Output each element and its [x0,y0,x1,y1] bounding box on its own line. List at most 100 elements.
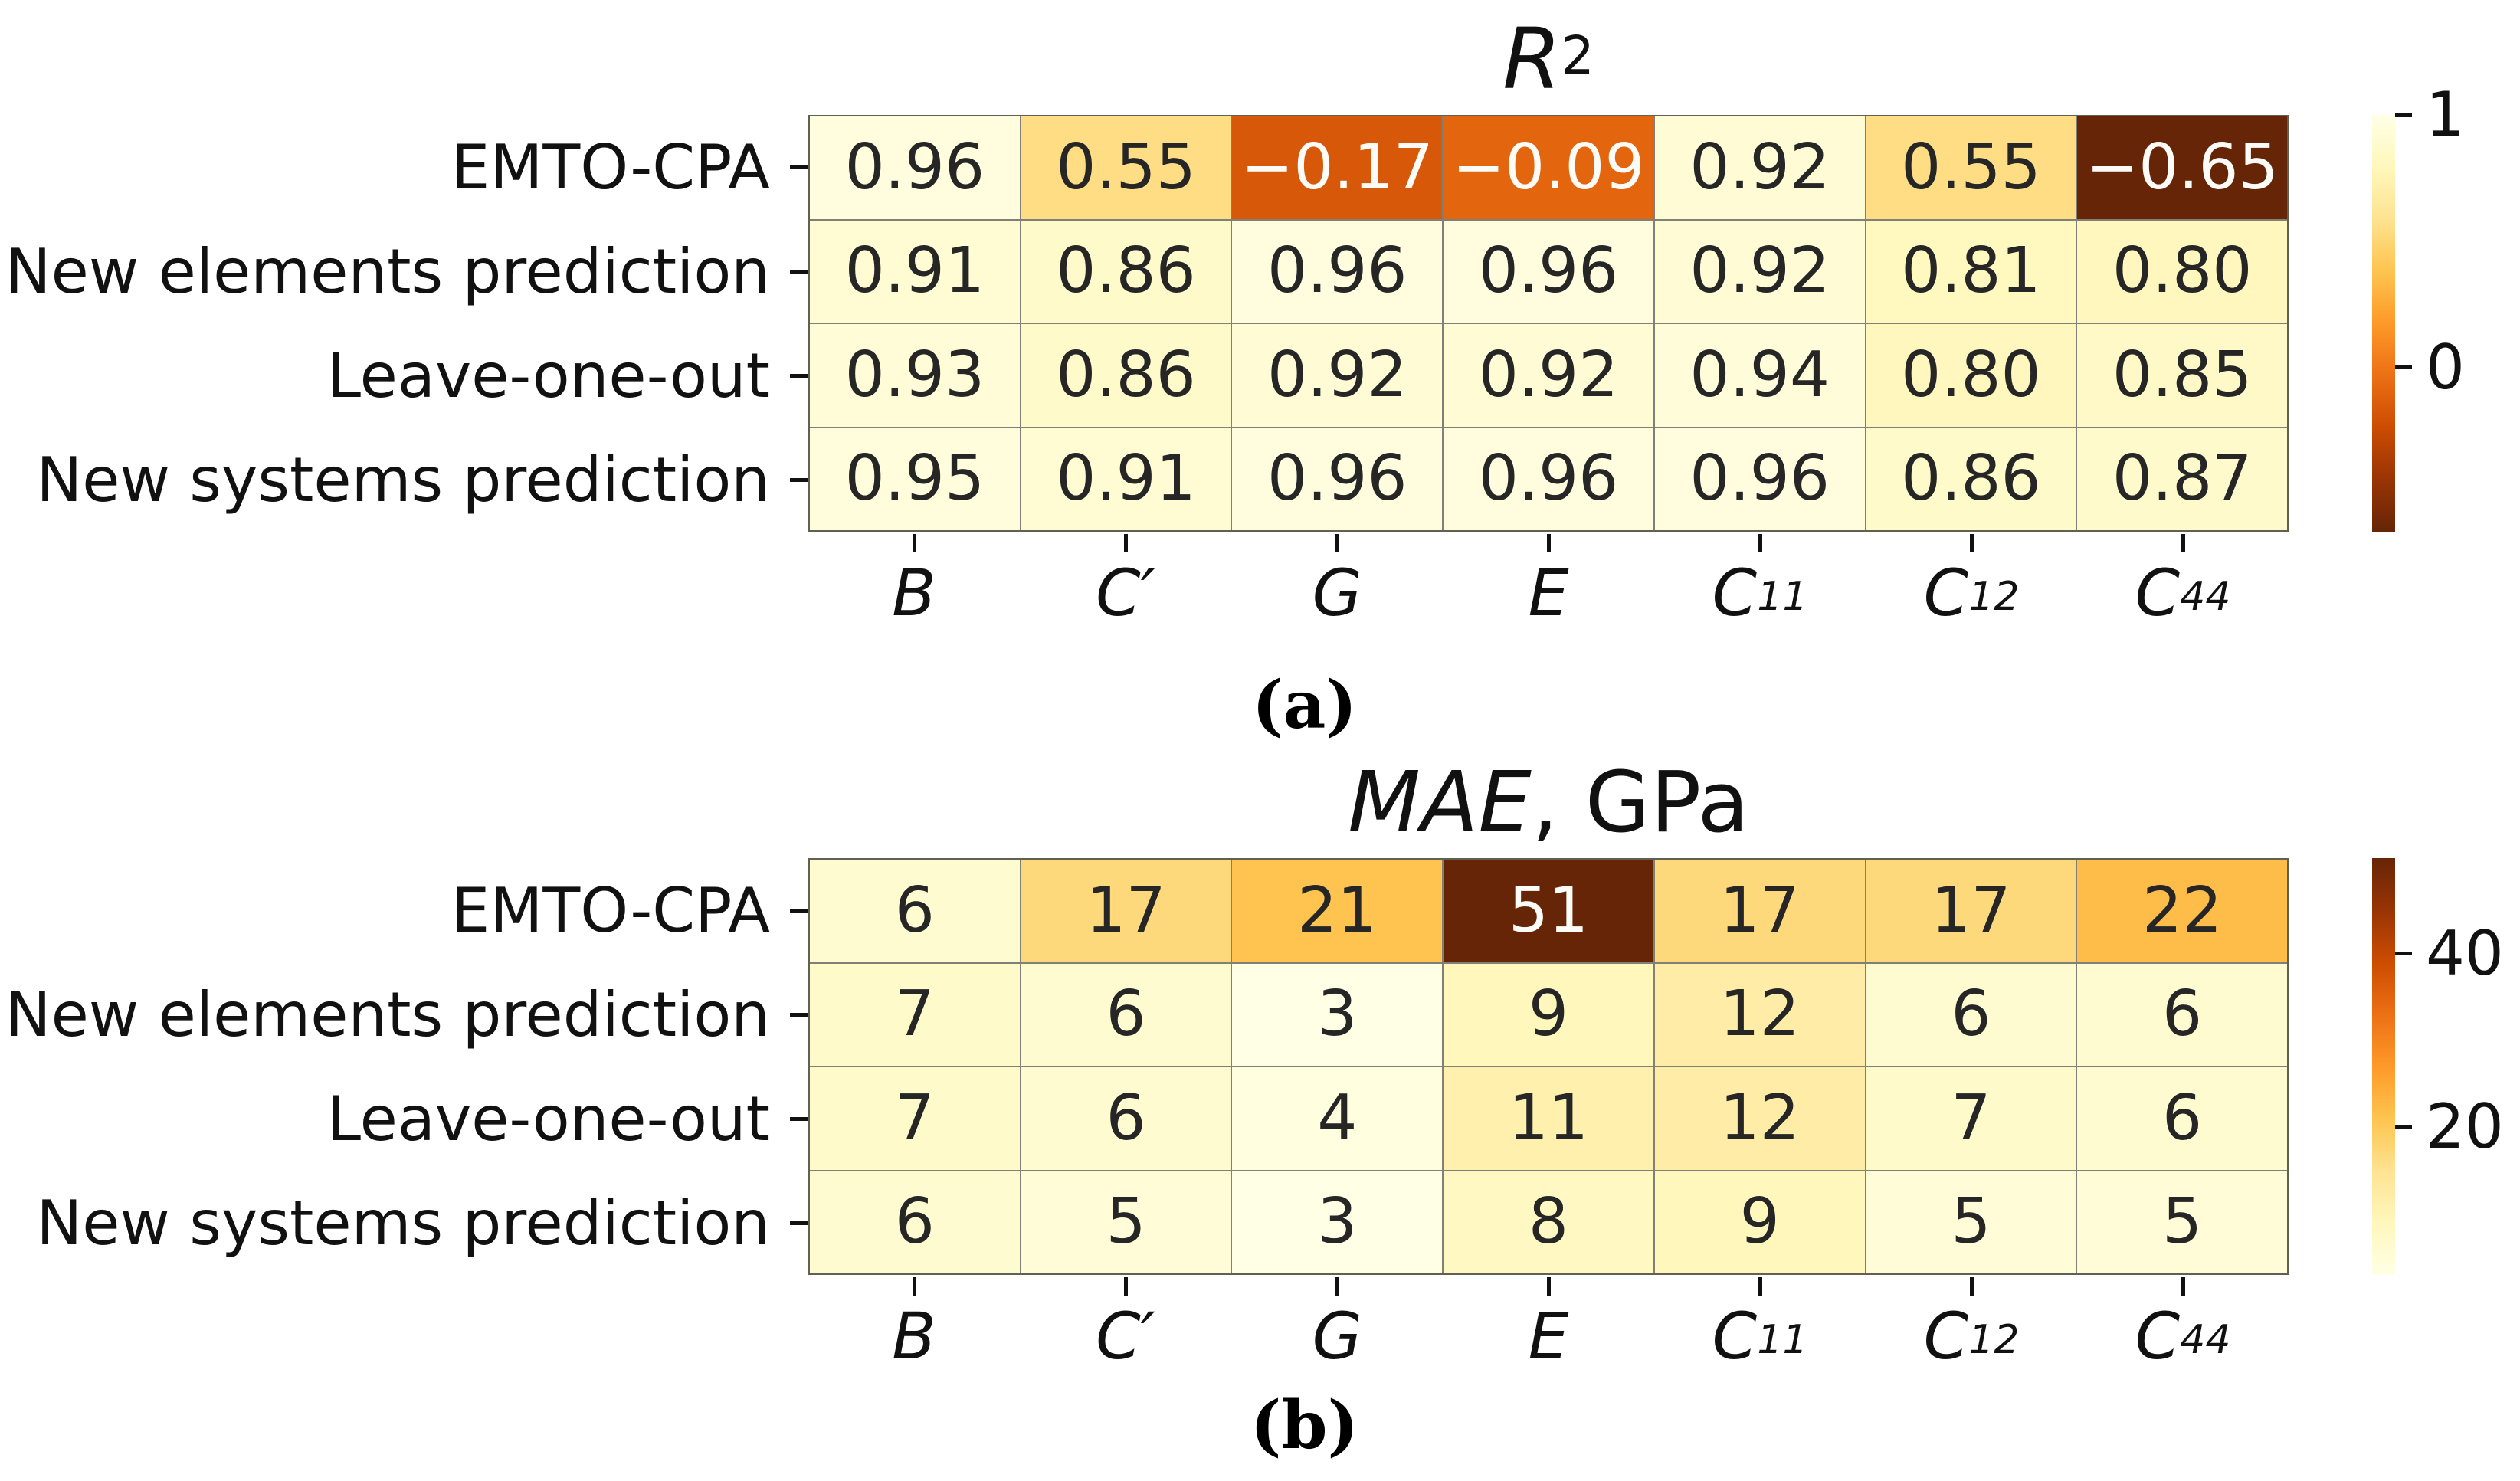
column-label-E: E [1528,1299,1569,1374]
heatmap-grid-mae: 6 17 21 51 17 17 22 7 6 3 9 12 6 6 7 6 4 11 12 7 6 6 5 3 8 9 5 5 [808,858,2289,1275]
heatmap-cell: 0.85 [2077,324,2287,427]
heatmap-cell: 6 [810,1171,1020,1273]
y-tick-mark [790,1116,808,1121]
y-tick [776,858,808,962]
heatmap-cell: 8 [1444,1171,1653,1273]
chart-title-b: MAE, GPa [808,743,2289,844]
y-tick-mark [790,165,808,169]
row-label-new-systems: New systems prediction [36,444,770,516]
subfigure-caption-b: (b) [1250,1387,1359,1464]
column-label-C44: C 44 [2135,555,2231,631]
x-tick-mark [1123,534,1128,552]
y-tick-mark [790,1221,808,1225]
row-label-leave-one-out: Leave-one-out [326,339,770,411]
y-axis-labels: EMTO-CPA New elements prediction Leave-o… [0,115,770,532]
heatmap-cell: 0.96 [810,116,1020,219]
x-tick-mark [1546,1277,1551,1296]
heatmap-cell: 17 [1021,860,1231,962]
y-tick-mark [790,373,808,378]
heatmap-cell: 6 [1866,963,2076,1066]
x-tick-mark [1123,1277,1128,1296]
y-tick-mark [790,477,808,482]
heatmap-cell: 12 [1654,1067,1865,1170]
y-tick [776,115,808,219]
heatmap-cell: 0.94 [1654,324,1865,427]
title-math: MAE [1348,753,1532,851]
heatmap-grid-r2: 0.96 0.55 −0.17 −0.09 0.92 0.55 −0.65 0.91 0.86 0… [808,115,2289,532]
y-tick [776,1067,808,1171]
y-tick [776,219,808,323]
heatmap-cell: 0.86 [1021,324,1231,427]
row-label-leave-one-out: Leave-one-out [326,1083,770,1155]
heatmap-cell: 0.87 [2077,428,2287,530]
y-tick-mark [790,269,808,274]
x-tick-mark [1969,1277,1974,1296]
heatmap-cell: 0.80 [2077,220,2287,323]
heatmap-cell: 7 [1866,1067,2076,1170]
column-label-C11: C 11 [1712,555,1808,631]
y-tick [776,428,808,532]
x-tick-mark [912,534,916,552]
x-axis-labels: B C′ G E C 11 C 12 C 44 [808,1302,2289,1387]
colorbar-a: 1 0 [2372,84,2520,532]
heatmap-cell: 9 [1444,963,1653,1066]
colorbar-tick-label: 40 [2426,917,2504,989]
row-label-new-elements: New elements prediction [5,978,770,1050]
column-label-B: B [892,1299,936,1374]
colorbar-tick: 0 [2395,336,2465,398]
column-label-G: G [1312,1299,1362,1374]
heatmap-cell: −0.09 [1444,116,1653,219]
heatmap-cell: 0.96 [1654,428,1865,530]
heatmap-cell: −0.17 [1232,116,1443,219]
colorbar-tick: 1 [2395,84,2465,146]
heatmap-cell: 22 [2077,860,2287,962]
colorbar-tick-mark [2395,1125,2412,1129]
y-axis-labels: EMTO-CPA New elements prediction Leave-o… [0,858,770,1275]
heatmap-cell: 0.91 [810,220,1020,323]
heatmap-cell: 0.93 [810,324,1020,427]
y-tick [776,962,808,1067]
x-tick-mark [912,1277,916,1296]
heatmap-cell: 17 [1866,860,2076,962]
heatmap-cell: 0.55 [1021,116,1231,219]
colorbar-gradient [2372,858,2395,1275]
colorbar-tick-mark [2395,365,2412,370]
colorbar-gradient [2372,115,2395,532]
x-tick-mark [1335,1277,1339,1296]
heatmap-cell: 0.96 [1232,220,1443,323]
y-tick [776,323,808,428]
colorbar-tick: 20 [2395,1096,2504,1158]
column-label-C11: C 11 [1712,1299,1808,1374]
heatmap-cell: 9 [1654,1171,1865,1273]
heatmap-cell: 3 [1232,963,1443,1066]
heatmap-cell: 0.80 [1866,324,2076,427]
colorbar-b: 40 20 [2372,858,2520,1275]
colorbar-tick-mark [2395,113,2412,117]
heatmap-cell: 0.96 [1232,428,1443,530]
heatmap-cell: 21 [1232,860,1443,962]
heatmap-cell: 11 [1444,1067,1653,1170]
heatmap-cell: 7 [810,963,1020,1066]
heatmap-cell: 0.92 [1444,324,1653,427]
heatmap-cell: 0.55 [1866,116,2076,219]
heatmap-cell: 51 [1444,860,1653,962]
heatmap-cell: 7 [810,1067,1020,1170]
colorbar-tick-label: 1 [2426,79,2465,150]
heatmap-cell: 6 [810,860,1020,962]
x-tick-mark [1758,1277,1762,1296]
heatmap-cell: −0.65 [2077,116,2287,219]
heatmap-cell: 0.95 [810,428,1020,530]
x-tick-mark [2181,534,2185,552]
heatmap-cell: 0.96 [1444,220,1653,323]
heatmap-cell: 0.91 [1021,428,1231,530]
y-axis-ticks [776,858,808,1275]
heatmap-cell: 5 [1866,1171,2076,1273]
colorbar-tick: 40 [2395,917,2504,989]
x-axis-ticks [808,1277,2289,1296]
row-label-new-systems: New systems prediction [36,1187,770,1259]
x-tick-mark [2181,1277,2185,1296]
column-label-G: G [1312,555,1362,631]
x-tick-mark [1969,534,1974,552]
